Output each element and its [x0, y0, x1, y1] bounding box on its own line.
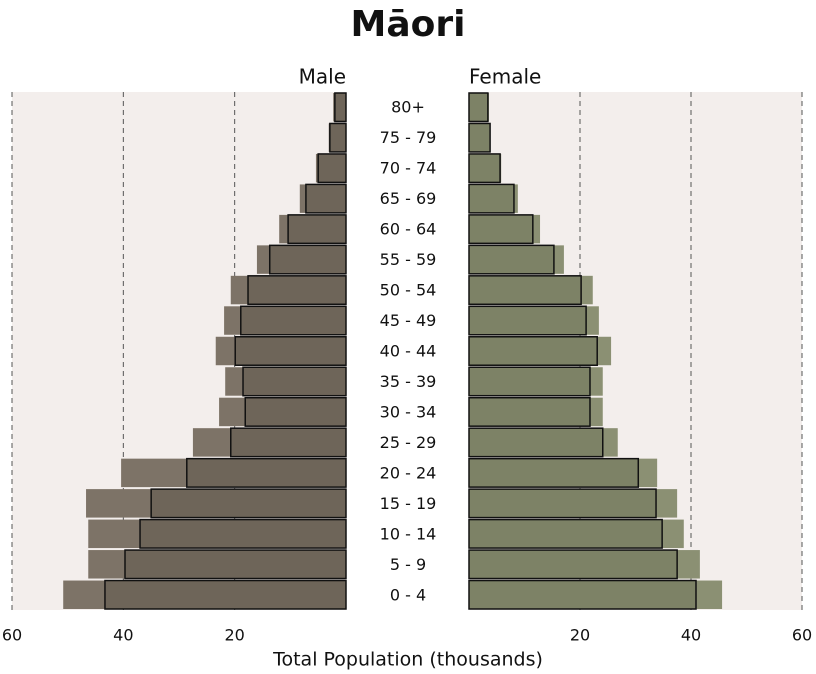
category-label: 35 - 39	[380, 372, 437, 391]
category-label: 40 - 44	[380, 342, 437, 361]
x-tick-label: 40	[113, 626, 133, 645]
category-label: 0 - 4	[390, 585, 426, 604]
bar	[468, 488, 657, 519]
bar	[468, 122, 491, 153]
bar	[287, 214, 347, 245]
bar	[104, 579, 347, 610]
bar	[244, 396, 347, 427]
bar	[468, 549, 678, 580]
category-label: 65 - 69	[380, 189, 437, 208]
bar	[468, 153, 501, 184]
bar	[468, 518, 663, 549]
x-tick-label: 60	[2, 626, 22, 645]
category-label: 50 - 54	[380, 281, 437, 300]
bar	[150, 488, 347, 519]
bar	[329, 122, 347, 153]
bar	[468, 244, 555, 275]
category-label: 20 - 24	[380, 463, 437, 482]
category-label: 30 - 34	[380, 402, 437, 421]
bar	[468, 427, 604, 458]
x-tick-label: 40	[681, 626, 701, 645]
chart-title: Māori	[351, 4, 466, 45]
category-label: 55 - 59	[380, 250, 437, 269]
category-label: 25 - 29	[380, 433, 437, 452]
bar	[468, 305, 587, 336]
x-tick-label: 20	[224, 626, 244, 645]
bar	[305, 183, 347, 214]
category-label: 15 - 19	[380, 494, 437, 513]
side-label: Male	[299, 65, 346, 89]
bar	[334, 92, 347, 123]
bar	[247, 275, 347, 306]
bar	[468, 214, 534, 245]
category-label: 75 - 79	[380, 128, 437, 147]
bar	[124, 549, 347, 580]
category-label: 80+	[391, 98, 425, 117]
bar	[468, 183, 515, 214]
category-label: 45 - 49	[380, 311, 437, 330]
category-label: 10 - 14	[380, 524, 437, 543]
bar	[468, 396, 591, 427]
category-label: 70 - 74	[380, 159, 437, 178]
bar	[468, 336, 598, 366]
bar	[468, 457, 640, 488]
bar	[186, 457, 347, 488]
category-label: 60 - 64	[380, 220, 437, 239]
x-tick-label: 60	[792, 626, 812, 645]
x-tick-label: 20	[570, 626, 590, 645]
bar	[139, 518, 347, 549]
bar	[468, 275, 582, 306]
bar	[468, 92, 489, 123]
bar	[468, 579, 697, 610]
x-axis-label: Total Population (thousands)	[272, 649, 543, 671]
category-label: 5 - 9	[390, 555, 426, 574]
bar	[230, 427, 347, 458]
side-label: Female	[469, 65, 541, 89]
bar	[317, 153, 347, 184]
bar	[268, 244, 347, 275]
bar	[242, 366, 347, 397]
bar	[240, 305, 347, 336]
bar	[468, 366, 591, 397]
bar	[234, 336, 347, 366]
